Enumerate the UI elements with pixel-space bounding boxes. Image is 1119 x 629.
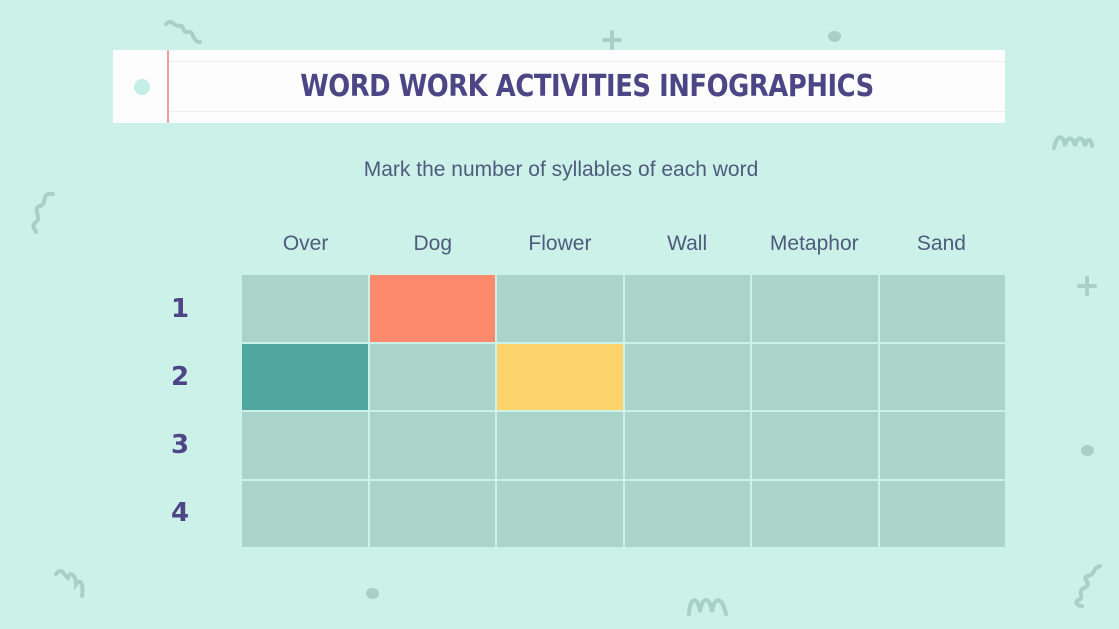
plus-icon <box>602 30 622 50</box>
grid-cell[interactable] <box>624 480 750 547</box>
grid-cell[interactable] <box>879 343 1005 410</box>
margin-line <box>167 50 169 123</box>
title-card: WORD WORK ACTIVITIES INFOGRAPHICS <box>113 50 1005 123</box>
column-header: Sand <box>916 232 966 255</box>
column-header: Over <box>282 232 329 255</box>
grid-cell[interactable] <box>369 275 495 342</box>
ruled-line <box>168 61 1005 62</box>
row-labels: 1 2 3 4 <box>160 275 200 547</box>
grid-cell[interactable] <box>752 480 878 547</box>
squiggle-icon <box>1052 135 1094 150</box>
dot-icon <box>1081 445 1094 456</box>
column-header: Wall <box>667 232 708 255</box>
column-header: Flower <box>528 232 592 255</box>
squiggle-icon <box>164 20 202 44</box>
grid-cell[interactable] <box>242 480 368 547</box>
grid-cell[interactable] <box>497 343 623 410</box>
column-headers: Over Dog Flower Wall Metaphor Sand <box>242 232 1005 256</box>
grid-cell[interactable] <box>752 275 878 342</box>
grid-cell[interactable] <box>752 412 878 479</box>
row-label: 1 <box>170 294 190 324</box>
dot-icon <box>828 31 841 42</box>
grid-cell[interactable] <box>369 480 495 547</box>
grid-cell[interactable] <box>879 480 1005 547</box>
grid-cell[interactable] <box>497 275 623 342</box>
column-header: Metaphor <box>769 232 859 255</box>
punch-hole-icon <box>134 79 150 95</box>
grid-cell[interactable] <box>624 343 750 410</box>
squiggle-icon <box>31 191 55 234</box>
grid-cell[interactable] <box>879 412 1005 479</box>
grid-cell[interactable] <box>497 480 623 547</box>
squiggle-icon <box>54 568 85 598</box>
grid-cell[interactable] <box>879 275 1005 342</box>
row-label: 4 <box>170 498 190 528</box>
grid-cell[interactable] <box>624 412 750 479</box>
grid-cell[interactable] <box>624 275 750 342</box>
squiggle-icon <box>687 598 728 616</box>
row-label: 3 <box>170 430 190 460</box>
grid-cell[interactable] <box>242 343 368 410</box>
dot-icon <box>366 588 379 599</box>
plus-icon <box>1077 276 1097 296</box>
grid-cell[interactable] <box>497 412 623 479</box>
grid-cell[interactable] <box>752 343 878 410</box>
page-title: WORD WORK ACTIVITIES INFOGRAPHICS <box>300 69 874 104</box>
column-header: Dog <box>413 232 453 255</box>
ruled-line <box>168 111 1005 112</box>
grid-cell[interactable] <box>242 275 368 342</box>
grid-cell[interactable] <box>242 412 368 479</box>
grid-cell[interactable] <box>369 343 495 410</box>
squiggle-icon <box>1074 564 1102 608</box>
grid-cell[interactable] <box>369 412 495 479</box>
instructions: Mark the number of syllables of each wor… <box>363 158 759 181</box>
row-label: 2 <box>170 362 190 392</box>
syllable-grid <box>242 275 1005 547</box>
